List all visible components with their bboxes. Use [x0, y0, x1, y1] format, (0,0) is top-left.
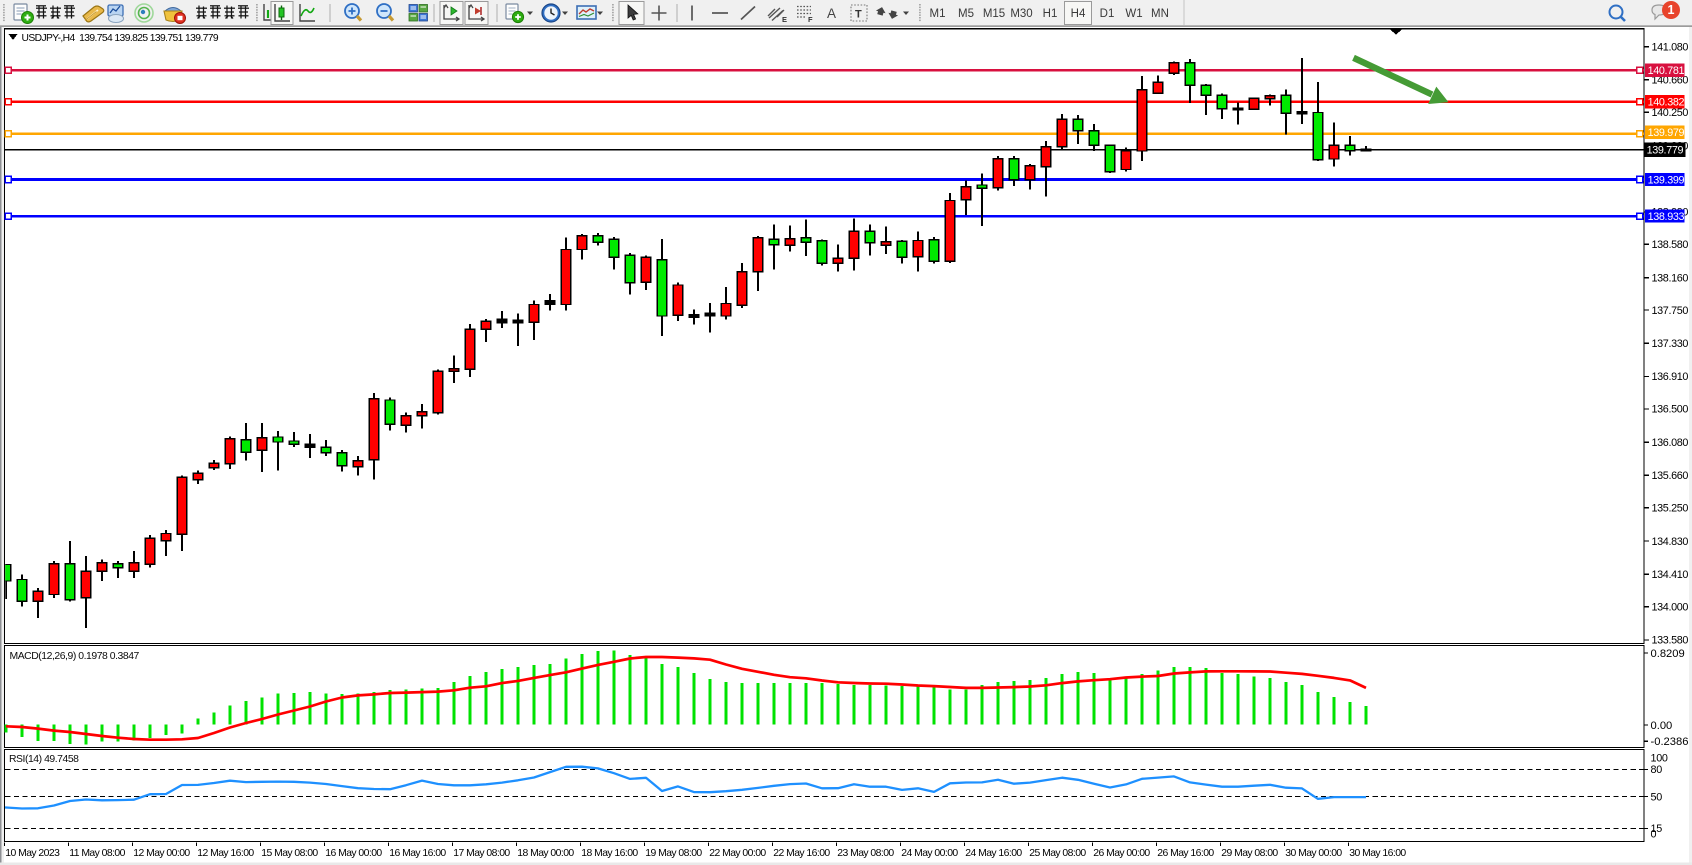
- svg-text:80: 80: [1651, 764, 1663, 776]
- svg-text:137.330: 137.330: [1652, 338, 1689, 350]
- svg-text:MN: MN: [1151, 8, 1169, 20]
- svg-text:18 May 16:00: 18 May 16:00: [581, 848, 638, 859]
- svg-text:134.000: 134.000: [1652, 601, 1689, 613]
- svg-text:USDJPY-,H4 139.754 139.825 13: USDJPY-,H4 139.754 139.825 139.751 139.7…: [22, 33, 219, 44]
- svg-text:17 May 08:00: 17 May 08:00: [453, 848, 510, 859]
- svg-text:12 May 16:00: 12 May 16:00: [197, 848, 254, 859]
- svg-text:137.750: 137.750: [1652, 305, 1689, 317]
- svg-text:19 May 08:00: 19 May 08:00: [645, 848, 702, 859]
- svg-text:26 May 00:00: 26 May 00:00: [1093, 848, 1150, 859]
- svg-text:24 May 00:00: 24 May 00:00: [901, 848, 958, 859]
- svg-text:141.080: 141.080: [1652, 41, 1689, 53]
- svg-text:135.660: 135.660: [1652, 470, 1689, 482]
- svg-text:50: 50: [1651, 791, 1663, 803]
- svg-text:M1: M1: [930, 8, 946, 20]
- svg-text:M15: M15: [983, 8, 1005, 20]
- svg-text:12 May 00:00: 12 May 00:00: [133, 848, 190, 859]
- svg-text:23 May 08:00: 23 May 08:00: [837, 848, 894, 859]
- svg-text:139.399: 139.399: [1648, 174, 1685, 186]
- svg-text:E: E: [782, 15, 787, 24]
- svg-text:134.830: 134.830: [1652, 536, 1689, 548]
- svg-text:H1: H1: [1043, 8, 1058, 20]
- svg-text:0.00: 0.00: [1651, 720, 1673, 732]
- svg-text:30 May 00:00: 30 May 00:00: [1285, 848, 1342, 859]
- svg-text:140.660: 140.660: [1652, 75, 1689, 87]
- svg-text:M30: M30: [1010, 8, 1032, 20]
- svg-text:A: A: [827, 6, 836, 21]
- svg-text:22 May 00:00: 22 May 00:00: [709, 848, 766, 859]
- svg-text:136.910: 136.910: [1652, 371, 1689, 383]
- svg-text:138.580: 138.580: [1652, 239, 1689, 251]
- svg-text:24 May 16:00: 24 May 16:00: [965, 848, 1022, 859]
- svg-text:16 May 16:00: 16 May 16:00: [389, 848, 446, 859]
- svg-text:1: 1: [1668, 3, 1675, 17]
- svg-text:16 May 00:00: 16 May 00:00: [325, 848, 382, 859]
- svg-text:MACD(12,26,9) 0.1978 0.3847: MACD(12,26,9) 0.1978 0.3847: [10, 651, 140, 662]
- svg-text:10 May 2023: 10 May 2023: [5, 848, 60, 859]
- svg-text:138.160: 138.160: [1652, 272, 1689, 284]
- svg-text:29 May 08:00: 29 May 08:00: [1221, 848, 1278, 859]
- svg-text:138.933: 138.933: [1648, 211, 1685, 223]
- svg-text:139.979: 139.979: [1648, 127, 1685, 139]
- svg-text:30 May 16:00: 30 May 16:00: [1349, 848, 1406, 859]
- svg-text:RSI(14) 49.7458: RSI(14) 49.7458: [9, 754, 79, 765]
- svg-text:140.382: 140.382: [1648, 97, 1685, 109]
- svg-text:11 May 08:00: 11 May 08:00: [69, 848, 125, 859]
- svg-text:136.080: 136.080: [1652, 437, 1689, 449]
- svg-text:W1: W1: [1125, 8, 1142, 20]
- svg-text:22 May 16:00: 22 May 16:00: [773, 848, 830, 859]
- svg-text:133.580: 133.580: [1652, 635, 1689, 647]
- svg-text:0: 0: [1651, 828, 1657, 840]
- svg-text:140.250: 140.250: [1652, 107, 1689, 119]
- svg-text:134.410: 134.410: [1652, 569, 1689, 581]
- svg-text:136.500: 136.500: [1652, 404, 1689, 416]
- svg-text:M5: M5: [958, 8, 974, 20]
- svg-text:15 May 08:00: 15 May 08:00: [261, 848, 318, 859]
- svg-text:F: F: [808, 15, 813, 24]
- svg-text:26 May 16:00: 26 May 16:00: [1157, 848, 1214, 859]
- svg-text:135.250: 135.250: [1652, 503, 1689, 515]
- svg-text:0.8209: 0.8209: [1651, 648, 1685, 660]
- svg-text:139.779: 139.779: [1647, 145, 1684, 157]
- svg-text:H4: H4: [1071, 8, 1086, 20]
- svg-text:-0.2386: -0.2386: [1651, 736, 1689, 748]
- svg-text:15: 15: [1651, 823, 1663, 835]
- svg-text:25 May 08:00: 25 May 08:00: [1029, 848, 1086, 859]
- svg-text:140.781: 140.781: [1648, 65, 1685, 77]
- svg-text:D1: D1: [1100, 8, 1115, 20]
- svg-text:18 May 00:00: 18 May 00:00: [517, 848, 574, 859]
- svg-text:100: 100: [1651, 753, 1668, 765]
- svg-text:T: T: [855, 9, 862, 21]
